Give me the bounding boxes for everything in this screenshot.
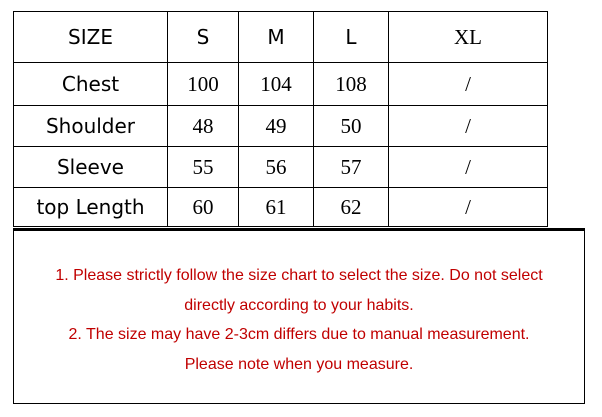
header-cell: SIZE <box>13 11 168 63</box>
table-cell: 49 <box>238 105 314 147</box>
table-row: Shoulder 48 49 50 / <box>13 105 548 147</box>
note-line: Please note when you measure. <box>184 355 414 373</box>
table-cell: 60 <box>167 187 239 227</box>
table-cell: 48 <box>167 105 239 147</box>
table-cell: 104 <box>238 62 314 106</box>
table-cell: 56 <box>238 146 314 188</box>
table-header-row: SIZE S M L XL <box>13 11 548 63</box>
row-label: top Length <box>13 187 168 227</box>
size-chart-table: SIZE S M L XL Chest 100 104 108 / Should… <box>13 11 548 227</box>
header-cell: L <box>313 11 389 63</box>
header-cell: M <box>238 11 314 63</box>
table-cell: 55 <box>167 146 239 188</box>
table-cell: 61 <box>238 187 314 227</box>
header-cell: S <box>167 11 239 63</box>
row-label: Shoulder <box>13 105 168 147</box>
row-label: Sleeve <box>13 146 168 188</box>
row-label: Chest <box>13 62 168 106</box>
table-cell: / <box>388 146 548 188</box>
table-row: top Length 60 61 62 / <box>13 187 548 227</box>
table-cell: 100 <box>167 62 239 106</box>
table-cell: 62 <box>313 187 389 227</box>
table-cell: / <box>388 62 548 106</box>
table-row: Chest 100 104 108 / <box>13 62 548 106</box>
header-cell: XL <box>388 11 548 63</box>
note-line: 2. The size may have 2-3cm differs due t… <box>68 326 530 343</box>
note-line: 1. Please strictly follow the size chart… <box>55 267 543 284</box>
table-cell: 57 <box>313 146 389 188</box>
size-notes: 1. Please strictly follow the size chart… <box>13 228 585 404</box>
table-cell: / <box>388 105 548 147</box>
table-cell: / <box>388 187 548 227</box>
note-line: directly according to your habits. <box>184 296 414 314</box>
table-row: Sleeve 55 56 57 / <box>13 146 548 188</box>
table-cell: 108 <box>313 62 389 106</box>
table-cell: 50 <box>313 105 389 147</box>
